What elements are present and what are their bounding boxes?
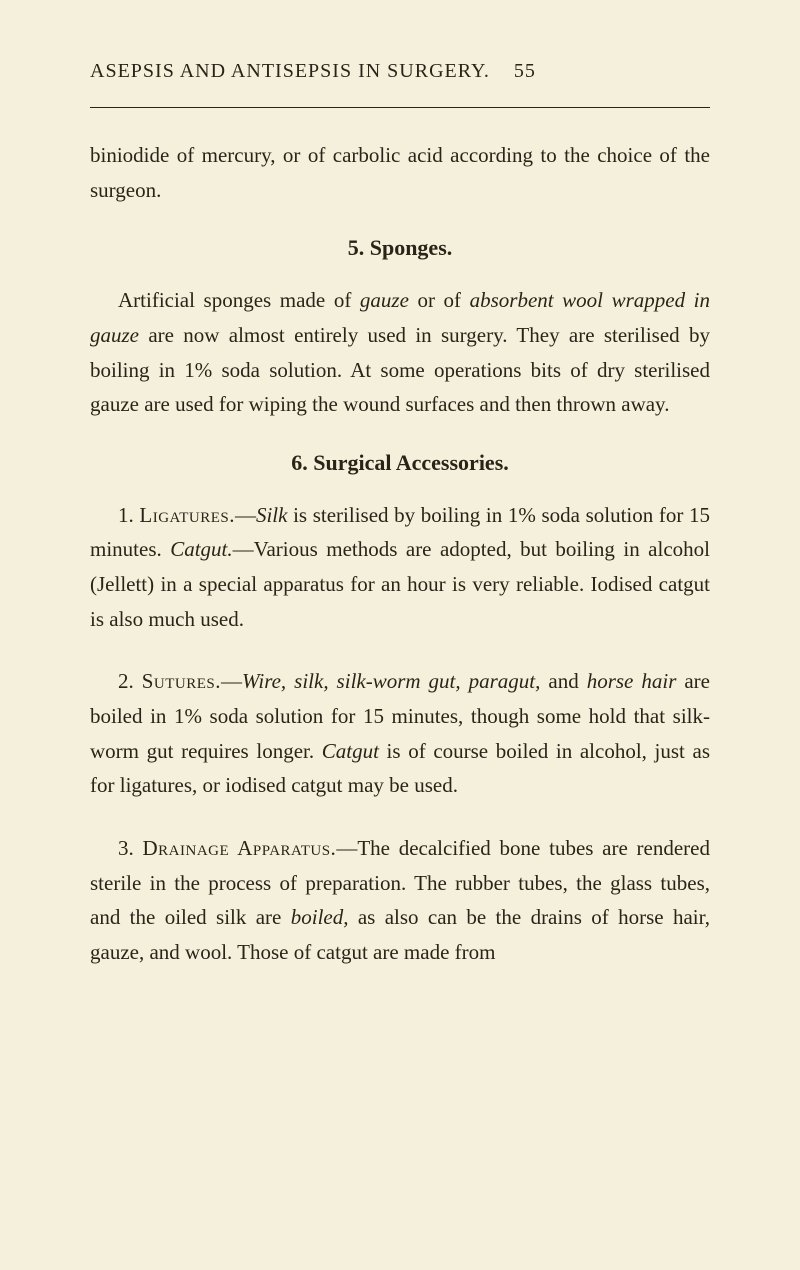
s6-p3-sc: Drainage Apparatus. (143, 836, 337, 860)
s6-p2-num: 2. (118, 669, 142, 693)
s5-p1-post: are now almost entirely used in surgery.… (90, 323, 710, 416)
header-rule (90, 107, 710, 108)
page-number: 55 (514, 60, 536, 82)
s5-p1-mid1: or of (409, 288, 470, 312)
s6-p2-i1: Wire, silk, silk-worm gut, paragut, (242, 669, 540, 693)
section-6-p1: 1. Ligatures.—Silk is sterilised by boil… (90, 498, 710, 637)
s6-p1-i2: Catgut. (170, 537, 232, 561)
s6-p1-sc: Ligatures. (139, 503, 235, 527)
intro-text: biniodide of mercury, or of carbolic aci… (90, 143, 710, 202)
section-6-p2: 2. Sutures.—Wire, silk, silk-worm gut, p… (90, 664, 710, 803)
s6-p1-dash: — (235, 503, 256, 527)
s6-p1-num: 1. (118, 503, 139, 527)
s6-p2-sc: Sutures. (142, 669, 221, 693)
s6-p2-dash: — (221, 669, 242, 693)
page-header: ASEPSIS AND ANTISEPSIS IN SURGERY. 55 (90, 60, 710, 97)
s6-p3-num: 3. (118, 836, 143, 860)
s6-p2-i3: Catgut (322, 739, 379, 763)
s6-p3-i1: boiled, (291, 905, 349, 929)
section-5-title: 5. Sponges. (90, 235, 710, 261)
section-5-p1: Artificial sponges made of gauze or of a… (90, 283, 710, 422)
section-6-title: 6. Surgical Accessories. (90, 450, 710, 476)
section-6-p3: 3. Drainage Apparatus.—The decalcified b… (90, 831, 710, 970)
s5-p1-i1: gauze (360, 288, 409, 312)
s5-p1-pre: Artificial sponges made of (118, 288, 360, 312)
s6-p1-i1: Silk (256, 503, 288, 527)
intro-paragraph: biniodide of mercury, or of carbolic aci… (90, 138, 710, 207)
s6-p2-i2: horse hair (587, 669, 677, 693)
header-title: ASEPSIS AND ANTISEPSIS IN SURGERY. (90, 60, 490, 82)
s6-p2-mid1: and (540, 669, 586, 693)
